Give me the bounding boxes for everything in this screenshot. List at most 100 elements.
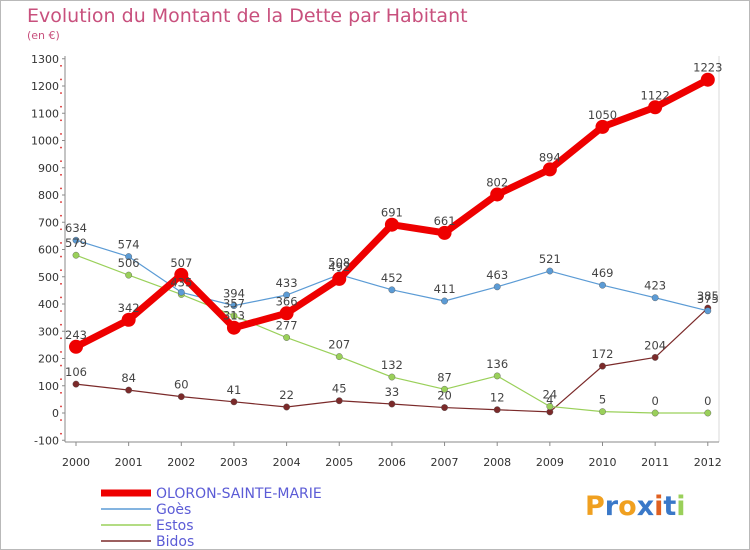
y-minor-tick xyxy=(60,133,62,135)
y-minor-tick xyxy=(60,296,62,299)
y-minor-tick xyxy=(60,105,62,108)
y-tick-label: -100 xyxy=(34,434,59,447)
y-tick-label: 1300 xyxy=(31,53,59,66)
legend-label-estos: Estos xyxy=(156,518,194,534)
data-label-oloron-sainte-marie: 342 xyxy=(118,301,140,315)
data-label-estos: 277 xyxy=(276,319,298,333)
y-minor-tick xyxy=(60,283,62,285)
data-label-oloron-sainte-marie: 243 xyxy=(65,328,87,342)
data-point-bidos xyxy=(177,393,185,401)
y-minor-tick xyxy=(60,242,62,244)
data-point-oloron-sainte-marie xyxy=(121,312,136,327)
data-label-estos: 5 xyxy=(599,393,606,407)
data-label-bidos: 60 xyxy=(174,378,189,392)
y-tick-label: 700 xyxy=(38,216,59,229)
data-point-bidos xyxy=(441,404,448,411)
data-label-bidos: 45 xyxy=(332,382,347,396)
y-tick-label: 400 xyxy=(38,298,59,311)
x-tick-label: 2010 xyxy=(589,456,617,469)
data-label-go-s: 375 xyxy=(697,292,719,306)
data-label-estos: 87 xyxy=(437,370,452,384)
y-tick-label: 200 xyxy=(38,353,59,366)
data-label-go-s: 469 xyxy=(592,266,614,280)
y-tick-label: 300 xyxy=(38,325,59,338)
y-tick-label: 0 xyxy=(52,407,59,420)
data-label-oloron-sainte-marie: 507 xyxy=(170,256,192,270)
data-label-go-s: 634 xyxy=(65,221,87,235)
data-point-go-s xyxy=(546,267,554,275)
y-tick-label: 800 xyxy=(38,189,59,202)
y-minor-tick xyxy=(60,146,62,149)
logo-letter: i xyxy=(654,491,664,522)
data-point-estos xyxy=(704,409,712,417)
y-minor-tick xyxy=(60,174,62,176)
data-label-oloron-sainte-marie: 661 xyxy=(434,214,456,228)
data-point-bidos xyxy=(72,380,80,388)
legend-label-oloron-sainte-marie: OLORON-SAINTE-MARIE xyxy=(156,486,322,502)
data-label-estos: 357 xyxy=(223,297,245,311)
logo-letter: t xyxy=(663,491,677,522)
data-point-go-s xyxy=(283,291,290,299)
y-tick-label: 1200 xyxy=(31,80,59,93)
y-tick-label: 600 xyxy=(38,244,59,257)
x-tick-label: 2003 xyxy=(220,456,248,469)
y-minor-tick xyxy=(60,323,62,326)
y-minor-tick xyxy=(60,378,62,380)
data-point-estos xyxy=(651,409,659,417)
logo-letter: P xyxy=(585,491,605,522)
data-label-go-s: 433 xyxy=(276,276,298,290)
logo-letter: i xyxy=(676,491,686,522)
data-point-bidos xyxy=(651,354,659,361)
y-minor-tick xyxy=(60,310,62,312)
data-label-oloron-sainte-marie: 1122 xyxy=(641,88,670,102)
data-label-bidos: 84 xyxy=(121,371,136,385)
x-tick-label: 2001 xyxy=(115,456,143,469)
data-point-oloron-sainte-marie xyxy=(332,271,347,286)
x-tick-label: 2006 xyxy=(378,456,406,469)
data-label-go-s: 508 xyxy=(328,256,350,270)
data-label-oloron-sainte-marie: 492 xyxy=(328,260,350,274)
y-minor-tick xyxy=(60,269,62,271)
data-label-go-s: 521 xyxy=(539,252,561,266)
y-minor-tick xyxy=(60,187,62,190)
data-point-go-s xyxy=(651,294,659,302)
y-minor-tick xyxy=(60,160,62,162)
data-point-bidos xyxy=(230,398,238,406)
data-label-estos: 579 xyxy=(65,236,87,250)
data-point-oloron-sainte-marie xyxy=(174,267,189,282)
y-minor-tick xyxy=(60,351,62,353)
data-point-estos xyxy=(283,334,290,341)
y-tick-label: 1100 xyxy=(31,107,59,120)
data-point-oloron-sainte-marie xyxy=(279,306,294,321)
y-minor-tick xyxy=(60,92,62,94)
data-label-estos: 136 xyxy=(486,357,508,371)
y-tick-label: 500 xyxy=(38,271,59,284)
data-point-bidos xyxy=(388,400,396,408)
y-tick-label: 100 xyxy=(38,380,59,393)
y-minor-tick xyxy=(60,119,62,122)
data-point-estos xyxy=(546,403,554,410)
data-point-bidos xyxy=(125,386,133,394)
data-label-bidos: 33 xyxy=(385,385,400,399)
data-point-estos xyxy=(388,373,396,381)
data-label-bidos: 20 xyxy=(437,389,452,403)
y-minor-tick xyxy=(60,78,62,81)
y-minor-tick xyxy=(60,364,62,367)
data-point-go-s xyxy=(388,286,396,294)
data-label-bidos: 12 xyxy=(490,391,505,405)
data-point-go-s xyxy=(177,288,185,296)
y-minor-tick xyxy=(60,392,62,394)
data-label-estos: 132 xyxy=(381,358,403,372)
y-minor-tick xyxy=(60,337,62,340)
data-point-go-s xyxy=(599,281,606,289)
data-label-oloron-sainte-marie: 366 xyxy=(276,294,298,308)
data-point-oloron-sainte-marie xyxy=(648,100,663,115)
data-label-oloron-sainte-marie: 802 xyxy=(486,175,508,189)
data-point-estos xyxy=(493,372,501,380)
y-minor-tick xyxy=(60,201,62,203)
data-point-oloron-sainte-marie xyxy=(226,320,241,335)
y-minor-tick xyxy=(60,228,62,231)
data-label-estos: 207 xyxy=(328,338,350,352)
logo-letter: x xyxy=(636,491,655,522)
